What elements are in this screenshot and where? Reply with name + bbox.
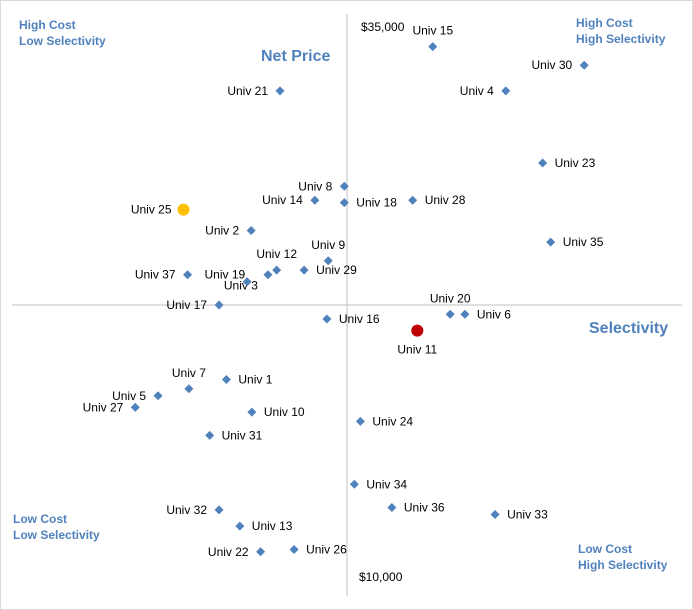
point-univ-7	[184, 384, 194, 394]
point-label-univ-35: Univ 35	[563, 235, 604, 249]
point-univ-4	[501, 86, 511, 96]
point-univ-2	[246, 226, 256, 236]
point-label-univ-31: Univ 31	[222, 428, 263, 442]
point-label-univ-25: Univ 25	[131, 203, 172, 217]
point-label-univ-30: Univ 30	[532, 58, 573, 72]
corner-top-left-line-2: Low Selectivity	[19, 34, 106, 48]
corner-label-bottom-left: Low Cost Low Selectivity	[13, 511, 100, 543]
corner-label-top-left: High Cost Low Selectivity	[19, 17, 106, 49]
corner-label-top-right: High Cost High Selectivity	[576, 15, 665, 47]
point-label-univ-29: Univ 29	[316, 263, 357, 277]
point-label-univ-7: Univ 7	[172, 366, 206, 380]
point-univ-6	[460, 309, 470, 319]
point-label-univ-16: Univ 16	[339, 312, 380, 326]
corner-bottom-left-line-2: Low Selectivity	[13, 528, 100, 542]
point-univ-17	[214, 300, 224, 310]
point-univ-13	[235, 521, 245, 531]
point-univ-3	[263, 270, 273, 280]
point-univ-16	[322, 314, 332, 324]
point-univ-5	[153, 391, 163, 401]
point-label-univ-9: Univ 9	[311, 238, 345, 252]
point-label-univ-5: Univ 5	[112, 389, 146, 403]
point-label-univ-10: Univ 10	[264, 405, 305, 419]
point-univ-24	[355, 416, 365, 426]
point-label-univ-4: Univ 4	[460, 84, 494, 98]
point-univ-19	[242, 277, 252, 287]
point-label-univ-8: Univ 8	[298, 179, 332, 193]
point-label-univ-17: Univ 17	[166, 298, 207, 312]
point-label-univ-28: Univ 28	[425, 193, 466, 207]
corner-top-right-line-1: High Cost	[576, 16, 633, 30]
point-univ-12	[272, 265, 282, 275]
point-univ-1	[221, 374, 231, 384]
point-univ-29	[299, 265, 309, 275]
point-label-univ-23: Univ 23	[555, 156, 596, 170]
point-univ-15	[428, 42, 438, 52]
point-label-univ-13: Univ 13	[252, 519, 293, 533]
point-label-univ-34: Univ 34	[366, 477, 407, 491]
point-label-univ-19: Univ 19	[205, 268, 246, 282]
point-univ-37	[183, 270, 193, 280]
point-label-univ-26: Univ 26	[306, 542, 347, 556]
point-label-univ-6: Univ 6	[477, 307, 511, 321]
point-label-univ-18: Univ 18	[356, 196, 397, 210]
point-univ-23	[538, 158, 548, 168]
corner-label-bottom-right: Low Cost High Selectivity	[578, 541, 667, 573]
point-univ-25	[177, 203, 190, 216]
point-label-univ-12: Univ 12	[256, 247, 297, 261]
point-label-univ-32: Univ 32	[166, 503, 207, 517]
point-univ-18	[339, 198, 349, 208]
y-bottom-tick-label: $10,000	[359, 570, 403, 584]
point-label-univ-11: Univ 11	[397, 343, 437, 357]
point-univ-35	[546, 237, 556, 247]
corner-bottom-right-line-2: High Selectivity	[578, 558, 668, 572]
point-univ-26	[289, 544, 299, 554]
point-label-univ-37: Univ 37	[135, 268, 176, 282]
point-univ-11	[411, 324, 424, 337]
point-label-univ-15: Univ 15	[412, 24, 453, 38]
point-label-univ-36: Univ 36	[404, 501, 445, 515]
point-univ-10	[247, 407, 257, 417]
corner-top-left-line-1: High Cost	[19, 18, 76, 32]
point-label-univ-2: Univ 2	[205, 224, 239, 238]
point-label-univ-21: Univ 21	[227, 84, 268, 98]
point-univ-21	[275, 86, 285, 96]
point-univ-14	[310, 195, 320, 205]
point-univ-20	[445, 309, 455, 319]
point-univ-8	[339, 181, 349, 191]
point-univ-30	[579, 60, 589, 70]
point-univ-31	[205, 430, 215, 440]
point-univ-36	[387, 503, 397, 513]
point-univ-9	[323, 256, 333, 266]
y-top-tick-label: $35,000	[361, 20, 405, 34]
point-univ-33	[490, 510, 500, 520]
point-label-univ-22: Univ 22	[208, 545, 249, 559]
point-univ-32	[214, 505, 224, 515]
point-univ-28	[408, 195, 418, 205]
point-univ-22	[256, 547, 266, 557]
point-label-univ-20: Univ 20	[430, 291, 471, 305]
point-univ-27	[130, 402, 140, 412]
point-label-univ-27: Univ 27	[83, 400, 124, 414]
point-label-univ-24: Univ 24	[372, 414, 413, 428]
point-label-univ-33: Univ 33	[507, 508, 548, 522]
x-axis-title: Selectivity	[589, 320, 669, 337]
point-label-univ-14: Univ 14	[262, 193, 303, 207]
corner-bottom-right-line-1: Low Cost	[578, 542, 632, 556]
corner-top-right-line-2: High Selectivity	[576, 32, 666, 46]
y-axis-title: Net Price	[261, 48, 331, 65]
corner-bottom-left-line-1: Low Cost	[13, 512, 67, 526]
point-univ-34	[349, 479, 359, 489]
point-label-univ-1: Univ 1	[238, 373, 272, 387]
